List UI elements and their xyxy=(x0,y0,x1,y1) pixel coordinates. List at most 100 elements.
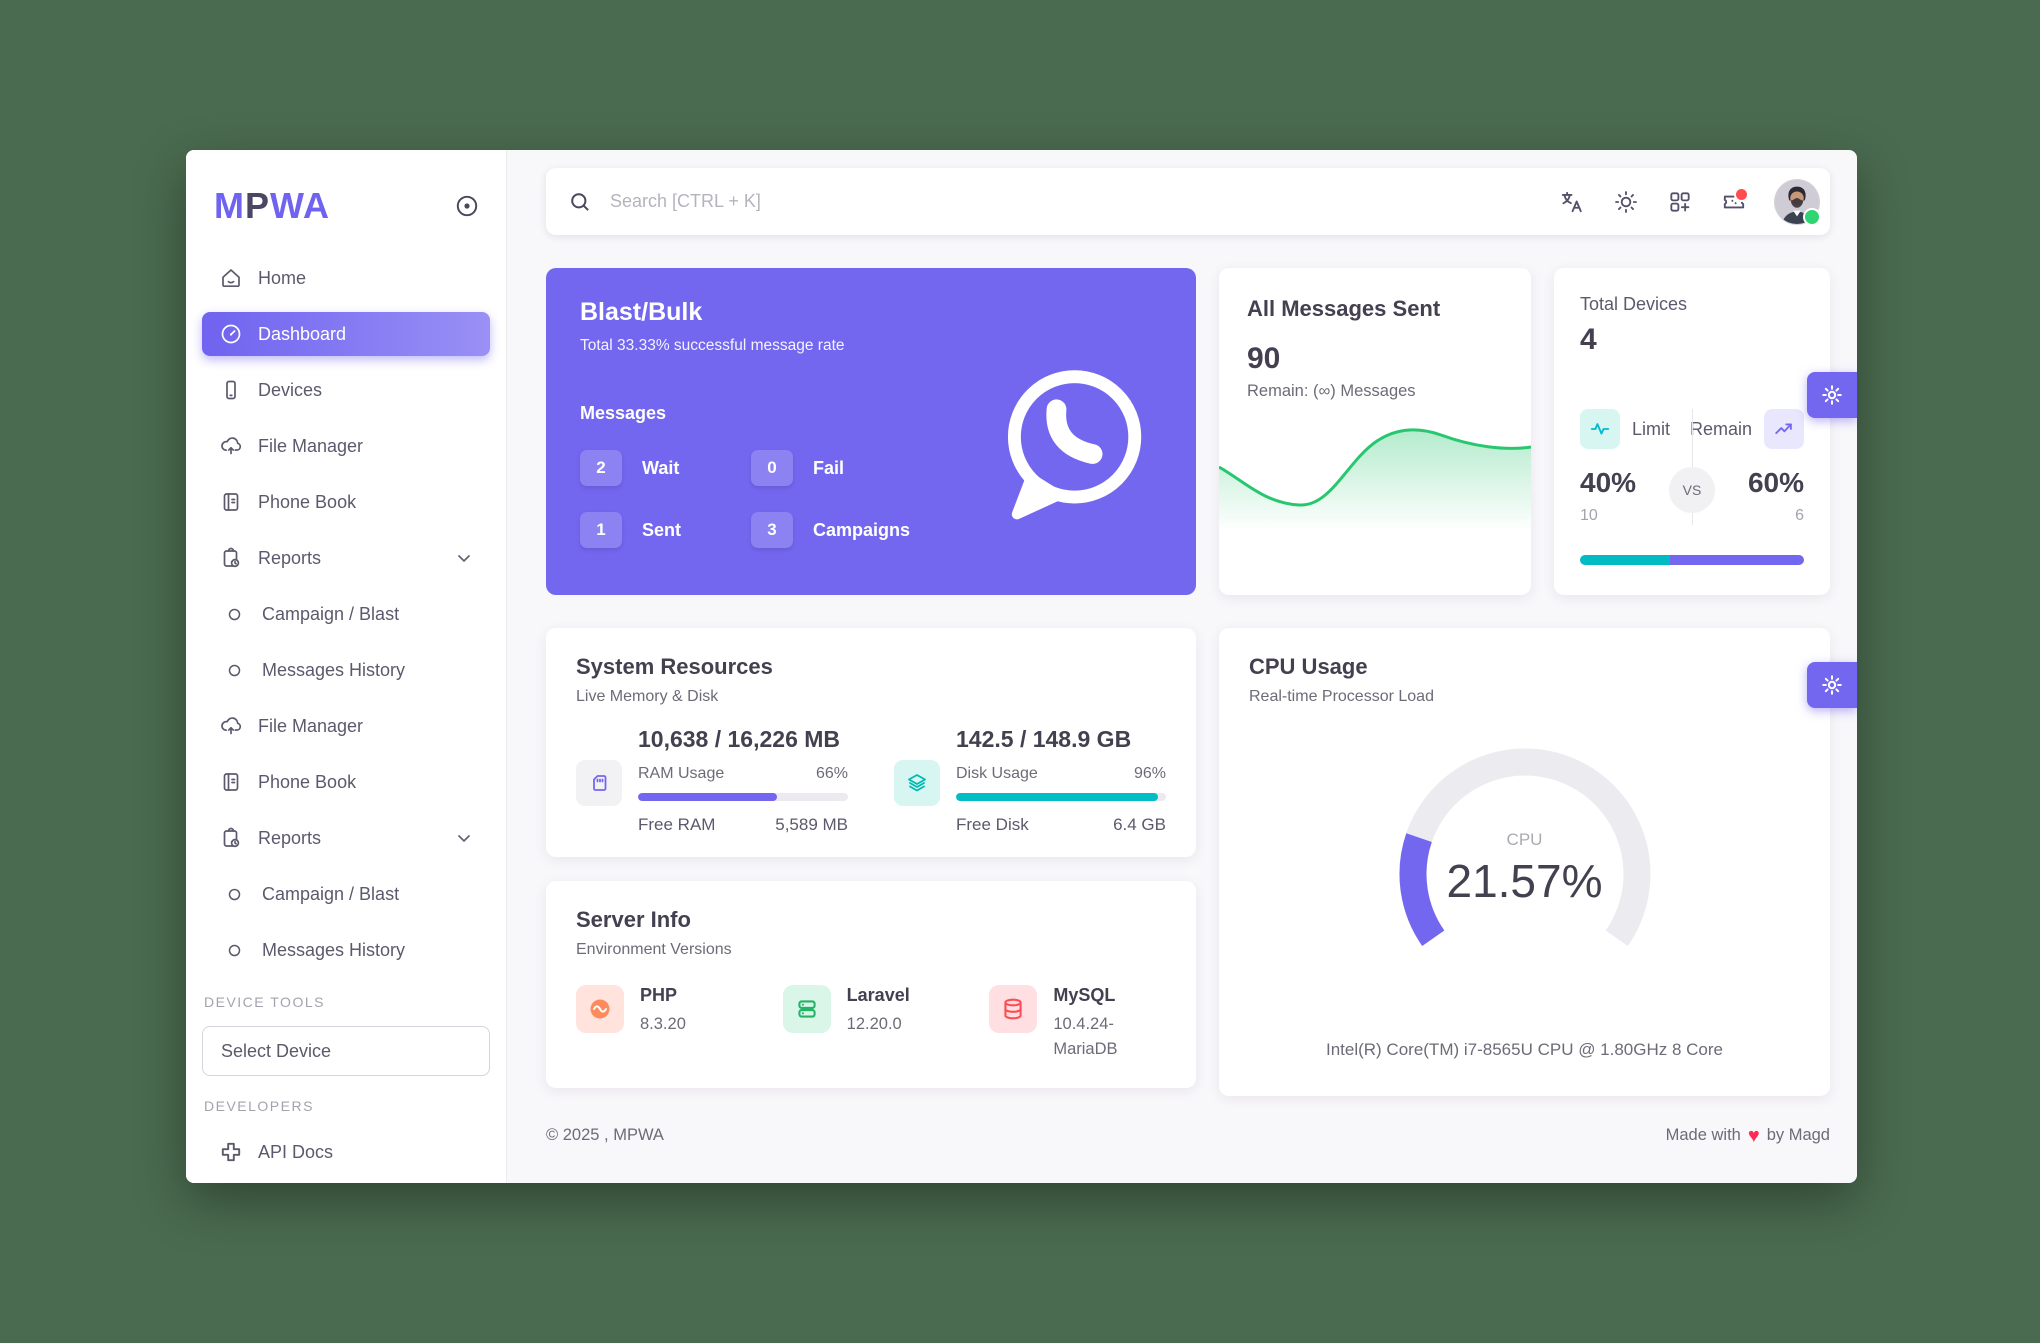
php-name: PHP xyxy=(640,985,678,1005)
circle-bullet-icon xyxy=(224,884,244,904)
sidebar-item-label: Devices xyxy=(258,379,323,400)
sidebar-item-label: Dashboard xyxy=(258,323,347,344)
made-with-text: Made with xyxy=(1665,1126,1741,1144)
chevron-down-icon xyxy=(454,548,474,568)
home-icon xyxy=(218,265,244,291)
sidebar-item-label: File Manager xyxy=(258,715,364,736)
blast-messages-label: Messages xyxy=(580,403,667,423)
sidebar-item-phone-book[interactable]: Phone Book xyxy=(202,480,490,524)
copyright-text: © 2025 , MPWA xyxy=(546,1126,664,1144)
free-disk-value: 6.4 GB xyxy=(1113,815,1166,834)
fail-stat: 0 Fail xyxy=(751,450,910,486)
remain-value: 6 xyxy=(1795,507,1804,524)
limit-progress-segment xyxy=(1580,555,1670,565)
ram-icon-box xyxy=(576,760,622,806)
disk-stat: 142.5 / 148.9 GB Disk Usage 96% Free Disk… xyxy=(894,726,1166,835)
customizer-gear-button[interactable] xyxy=(1807,662,1857,708)
sidebar-item-messages-history[interactable]: Messages History xyxy=(202,928,490,972)
notifications-button[interactable] xyxy=(1712,180,1756,224)
device-tools-header: DEVICE TOOLS xyxy=(204,994,325,1010)
server-icon xyxy=(782,985,831,1033)
system-resources-title: System Resources xyxy=(576,654,773,679)
sidebar-item-messages-history[interactable]: Messages History xyxy=(202,648,490,692)
memory-card-icon xyxy=(587,771,611,795)
disk-value: 142.5 / 148.9 GB xyxy=(956,726,1132,752)
customizer-gear-button[interactable] xyxy=(1807,372,1857,418)
circle-bullet-icon xyxy=(224,604,244,624)
language-button[interactable] xyxy=(1550,180,1594,224)
sidebar-item-file-manager[interactable]: File Manager xyxy=(202,704,490,748)
author-text: by Magd xyxy=(1766,1126,1830,1144)
search-icon xyxy=(568,190,592,214)
laravel-name: Laravel xyxy=(846,985,910,1005)
all-messages-title: All Messages Sent xyxy=(1247,296,1441,321)
disk-icon-box xyxy=(894,760,940,806)
report-icon xyxy=(218,545,244,571)
mysql-version: 10.4.24-MariaDB xyxy=(1053,1015,1118,1058)
mysql-version-item: MySQL 10.4.24-MariaDB xyxy=(989,985,1166,1062)
sidebar-item-file-manager[interactable]: File Manager xyxy=(202,424,490,468)
php-version-item: PHP 8.3.20 xyxy=(576,985,753,1062)
content-footer: © 2025 , MPWA Made with ♥ by Magd xyxy=(546,1096,1830,1183)
chevron-down-icon xyxy=(454,828,474,848)
limit-label: Limit xyxy=(1632,418,1671,439)
sidebar-item-label: Messages History xyxy=(262,659,406,680)
top-navbar xyxy=(546,168,1830,235)
app-window: MPWA Home Dashboard Devices xyxy=(186,150,1857,1183)
ram-progress-bar xyxy=(638,793,848,801)
wait-count-badge: 2 xyxy=(580,450,622,486)
campaigns-count-badge: 3 xyxy=(751,512,794,548)
search-input[interactable] xyxy=(608,190,1550,213)
sidebar-item-label: Campaign / Blast xyxy=(262,603,400,624)
sidebar-item-devices[interactable]: Devices xyxy=(202,368,490,412)
vs-badge: VS xyxy=(1669,467,1715,513)
sidebar-item-label: Phone Book xyxy=(258,771,357,792)
sent-stat: 1 Sent xyxy=(580,512,681,548)
details-row: System Resources Live Memory & Disk 10,6… xyxy=(546,628,1830,1096)
theme-toggle-button[interactable] xyxy=(1604,180,1648,224)
sidebar-item-dashboard[interactable]: Dashboard xyxy=(202,312,490,356)
cpu-gauge-label: CPU xyxy=(1506,830,1543,849)
limit-value: 10 xyxy=(1580,507,1598,524)
sidebar-item-campaign-blast[interactable]: Campaign / Blast xyxy=(202,592,490,636)
online-status-dot xyxy=(1803,207,1821,226)
whatsapp-icon xyxy=(986,356,1158,528)
report-icon xyxy=(218,825,244,851)
campaigns-stat: 3 Campaigns xyxy=(751,512,910,548)
sidebar-item-home[interactable]: Home xyxy=(202,256,490,300)
processor-name: Intel(R) Core(TM) i7-8565U CPU @ 1.80GHz… xyxy=(1325,1040,1724,1059)
select-device-dropdown[interactable]: Select Device xyxy=(202,1026,490,1076)
sidebar-collapse-icon[interactable] xyxy=(454,193,480,219)
layers-icon xyxy=(905,771,929,795)
ram-usage-percent: 66% xyxy=(815,765,848,782)
ram-stat: 10,638 / 16,226 MB RAM Usage 66% Free RAM… xyxy=(576,726,848,835)
cloud-upload-icon xyxy=(218,713,244,739)
all-messages-count: 90 xyxy=(1247,342,1281,375)
sidebar-item-api-docs[interactable]: API Docs xyxy=(202,1130,490,1174)
user-avatar[interactable] xyxy=(1774,178,1821,226)
system-resources-subtitle: Live Memory & Disk xyxy=(576,688,719,705)
phone-book-icon xyxy=(218,489,244,515)
sidebar-item-phone-book[interactable]: Phone Book xyxy=(202,760,490,804)
server-info-subtitle: Environment Versions xyxy=(576,941,732,958)
cpu-gauge-value: 21.57% xyxy=(1446,855,1603,907)
shortcuts-button[interactable] xyxy=(1658,180,1702,224)
sidebar-item-reports[interactable]: Reports xyxy=(202,816,490,860)
activity-icon xyxy=(1589,418,1611,440)
stats-row: Blast/Bulk Total 33.33% successful messa… xyxy=(546,268,1830,595)
fail-count-badge: 0 xyxy=(751,450,794,486)
gear-icon xyxy=(1820,673,1844,697)
laravel-version-item: Laravel 12.20.0 xyxy=(782,985,960,1062)
php-version: 8.3.20 xyxy=(640,1015,686,1033)
sidebar-nav: Home Dashboard Devices File Manager Phon… xyxy=(186,236,506,972)
sidebar-item-reports[interactable]: Reports xyxy=(202,536,490,580)
app-logo[interactable]: MPWA xyxy=(214,185,331,226)
disk-progress-fill xyxy=(956,793,1158,801)
sidebar-item-label: API Docs xyxy=(258,1141,334,1162)
limit-percent: 40% xyxy=(1580,467,1637,498)
blast-bulk-card: Blast/Bulk Total 33.33% successful messa… xyxy=(546,268,1196,595)
sidebar-item-campaign-blast[interactable]: Campaign / Blast xyxy=(202,872,490,916)
total-devices-count: 4 xyxy=(1580,323,1597,356)
sidebar-item-label: Reports xyxy=(258,827,322,848)
blast-subtitle: Total 33.33% successful message rate xyxy=(580,337,845,354)
